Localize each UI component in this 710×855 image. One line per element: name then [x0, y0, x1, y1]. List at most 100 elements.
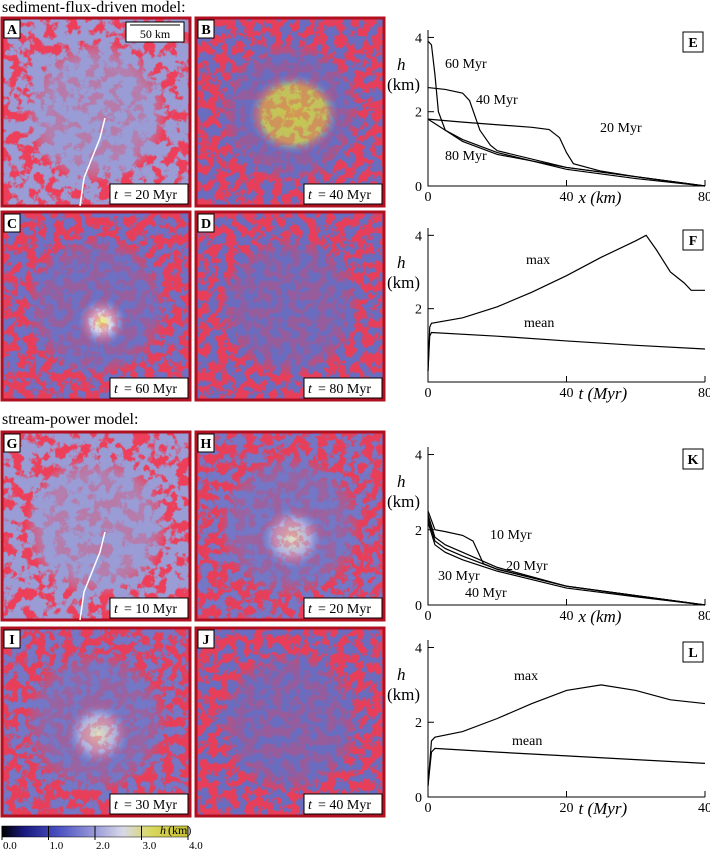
data-line: [427, 118, 706, 187]
river-profile-line: [79, 117, 106, 207]
x-tick-label: 0: [425, 386, 432, 401]
map-valley-texture: [196, 628, 384, 816]
data-line: [427, 40, 706, 187]
colorbar-tick-label: 3.0: [143, 840, 157, 850]
time-label: = 60 Myr: [124, 382, 177, 397]
panel-letter: L: [688, 646, 697, 661]
map-frame: [0, 210, 192, 402]
panel-letter-box: [197, 19, 215, 39]
colorbar-tick-label: 2.0: [96, 840, 110, 850]
data-line: [427, 684, 706, 786]
panel-letter-box: [3, 629, 21, 649]
panel-letter: K: [688, 453, 699, 468]
data-line: [427, 747, 706, 786]
map-panel: Ct = 60 Myr: [0, 210, 192, 402]
panel-letter: A: [7, 23, 18, 38]
map-valleys: [196, 628, 384, 816]
x-tick-label: 40: [560, 190, 574, 205]
panel-letter-box: [682, 229, 704, 251]
panel-letter-box: [3, 213, 21, 233]
time-label-box: [109, 183, 189, 205]
series-label: 20 Myr: [600, 121, 642, 136]
colorbar-tick-label: 1.0: [50, 840, 64, 850]
time-label-var: t: [114, 382, 119, 397]
time-label-var: t: [308, 188, 313, 203]
panel-letter: H: [201, 437, 212, 452]
y-tick-label: 4: [415, 229, 422, 244]
y-tick-label: 2: [415, 716, 422, 731]
map-frame: [194, 626, 386, 818]
series-label: 40 Myr: [476, 93, 518, 108]
time-label-box: [303, 597, 383, 619]
map-panel: Jt = 40 Myr: [194, 626, 386, 818]
map-frame: [0, 430, 192, 622]
time-label: = 20 Myr: [318, 602, 371, 617]
series-label: mean: [512, 734, 542, 749]
time-label: = 40 Myr: [318, 798, 371, 813]
panel-letter-box: [197, 213, 215, 233]
panel-letter: J: [203, 633, 210, 648]
time-label-var: t: [308, 382, 313, 397]
map-valleys: [196, 212, 384, 400]
map-panel: Dt = 80 Myr: [194, 210, 386, 402]
data-line: [427, 522, 706, 606]
y-axis-label-var: h: [397, 665, 406, 684]
panel-letter: B: [201, 23, 210, 38]
map-valley-texture: [2, 628, 190, 816]
map-frame: [0, 16, 192, 208]
x-axis-label: x (km): [578, 188, 622, 207]
map-valley-texture: [196, 18, 384, 206]
time-label-var: t: [114, 602, 119, 617]
series-label: 80 Myr: [445, 149, 487, 164]
time-label: = 40 Myr: [318, 188, 371, 203]
series-label: max: [514, 669, 538, 684]
x-tick-label: 0: [425, 190, 432, 205]
y-axis-label-var: h: [397, 472, 406, 491]
heading: stream-power model:: [2, 411, 138, 428]
time-label-box: [303, 793, 383, 815]
series-label: 20 Myr: [506, 559, 548, 574]
time-label-box: [303, 183, 383, 205]
x-tick-label: 80: [698, 386, 710, 401]
time-label-var: t: [308, 602, 313, 617]
map-valley-texture: [196, 432, 384, 620]
map-valleys: [2, 212, 190, 400]
map-panel: Bt = 40 Myr: [194, 16, 386, 208]
y-tick-label: 4: [415, 449, 422, 464]
panel-letter-box: [682, 31, 704, 53]
y-tick-label: 2: [415, 106, 422, 121]
map-panel: It = 30 Myr: [0, 626, 192, 818]
y-tick-label: 4: [415, 31, 422, 46]
map-panel: Gt = 10 Myr: [0, 430, 192, 622]
map-panel: At = 20 Myr: [0, 16, 192, 208]
x-tick-label: 20: [560, 801, 574, 816]
map-valleys: [196, 18, 384, 206]
scale-bar-label: 50 km: [140, 27, 171, 41]
colorbar-tick-label: 0.0: [3, 840, 17, 850]
map-valleys: [2, 18, 190, 206]
scale-bar-box: [125, 21, 185, 43]
data-line: [427, 331, 706, 372]
time-label-var: t: [308, 798, 313, 813]
y-axis-label-var: h: [397, 253, 406, 272]
panel-letter: G: [7, 437, 18, 452]
time-label: = 80 Myr: [318, 382, 371, 397]
time-label-box: [109, 377, 189, 399]
data-line: [427, 518, 706, 606]
data-line: [427, 234, 705, 372]
y-tick-label: 2: [415, 524, 422, 539]
axis-frame: [427, 640, 705, 798]
map-valleys: [196, 432, 384, 620]
time-label: = 30 Myr: [124, 798, 177, 813]
series-label: 30 Myr: [438, 569, 480, 584]
x-tick-label: 80: [698, 190, 710, 205]
map-valley-texture: [196, 212, 384, 400]
series-label: mean: [524, 316, 554, 331]
y-axis-label-unit: (km): [387, 492, 420, 511]
time-label-box: [109, 793, 189, 815]
x-axis-label: t (Myr): [579, 384, 628, 403]
panel-letter: F: [689, 234, 698, 249]
y-tick-label: 4: [415, 641, 422, 656]
heading: sediment-flux-driven model:: [2, 0, 186, 16]
